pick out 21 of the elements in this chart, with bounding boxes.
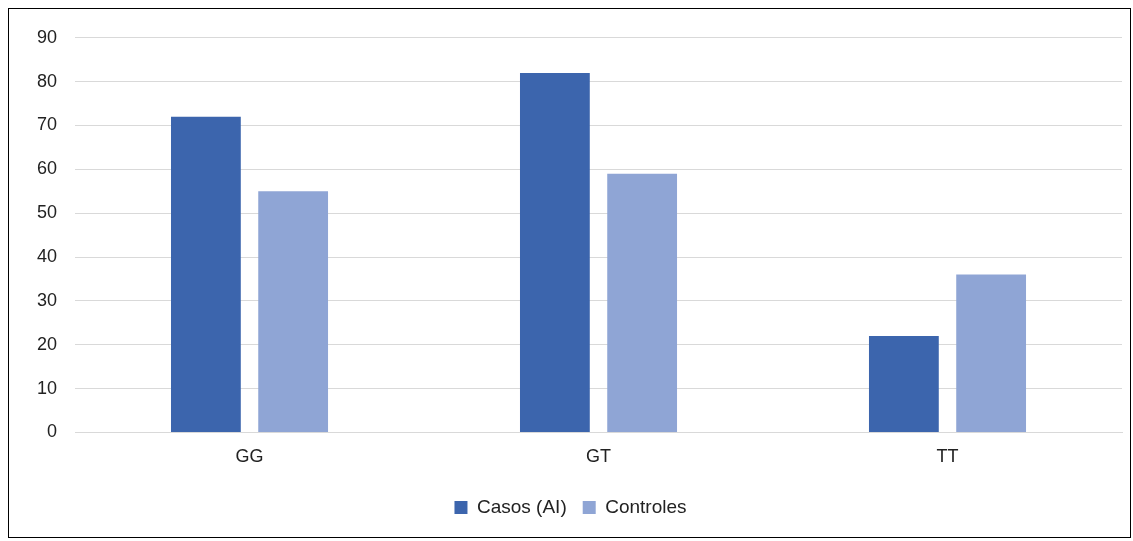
- y-tick-label: 20: [36, 333, 58, 354]
- y-tick-label: 90: [36, 26, 58, 47]
- bar: [956, 274, 1027, 432]
- y-tick-label: 30: [36, 289, 58, 310]
- y-tick-label: 70: [36, 114, 58, 135]
- bar: [171, 116, 241, 432]
- legend-label: Controles: [605, 495, 687, 517]
- y-tick-label: 40: [36, 245, 58, 266]
- x-tick-label: TT: [936, 446, 959, 467]
- bar: [519, 72, 590, 432]
- x-tick-label: GT: [586, 446, 612, 467]
- y-tick-label: 80: [36, 70, 58, 91]
- y-tick-label: 0: [47, 421, 58, 442]
- y-tick-label: 10: [36, 377, 58, 398]
- y-tick-label: 50: [36, 202, 58, 223]
- y-tick-label: 60: [36, 158, 58, 179]
- bar: [607, 173, 678, 432]
- bar: [868, 335, 939, 432]
- legend-label: Casos (AI): [476, 495, 567, 517]
- bar: [258, 191, 329, 432]
- x-tick-label: GG: [235, 446, 264, 467]
